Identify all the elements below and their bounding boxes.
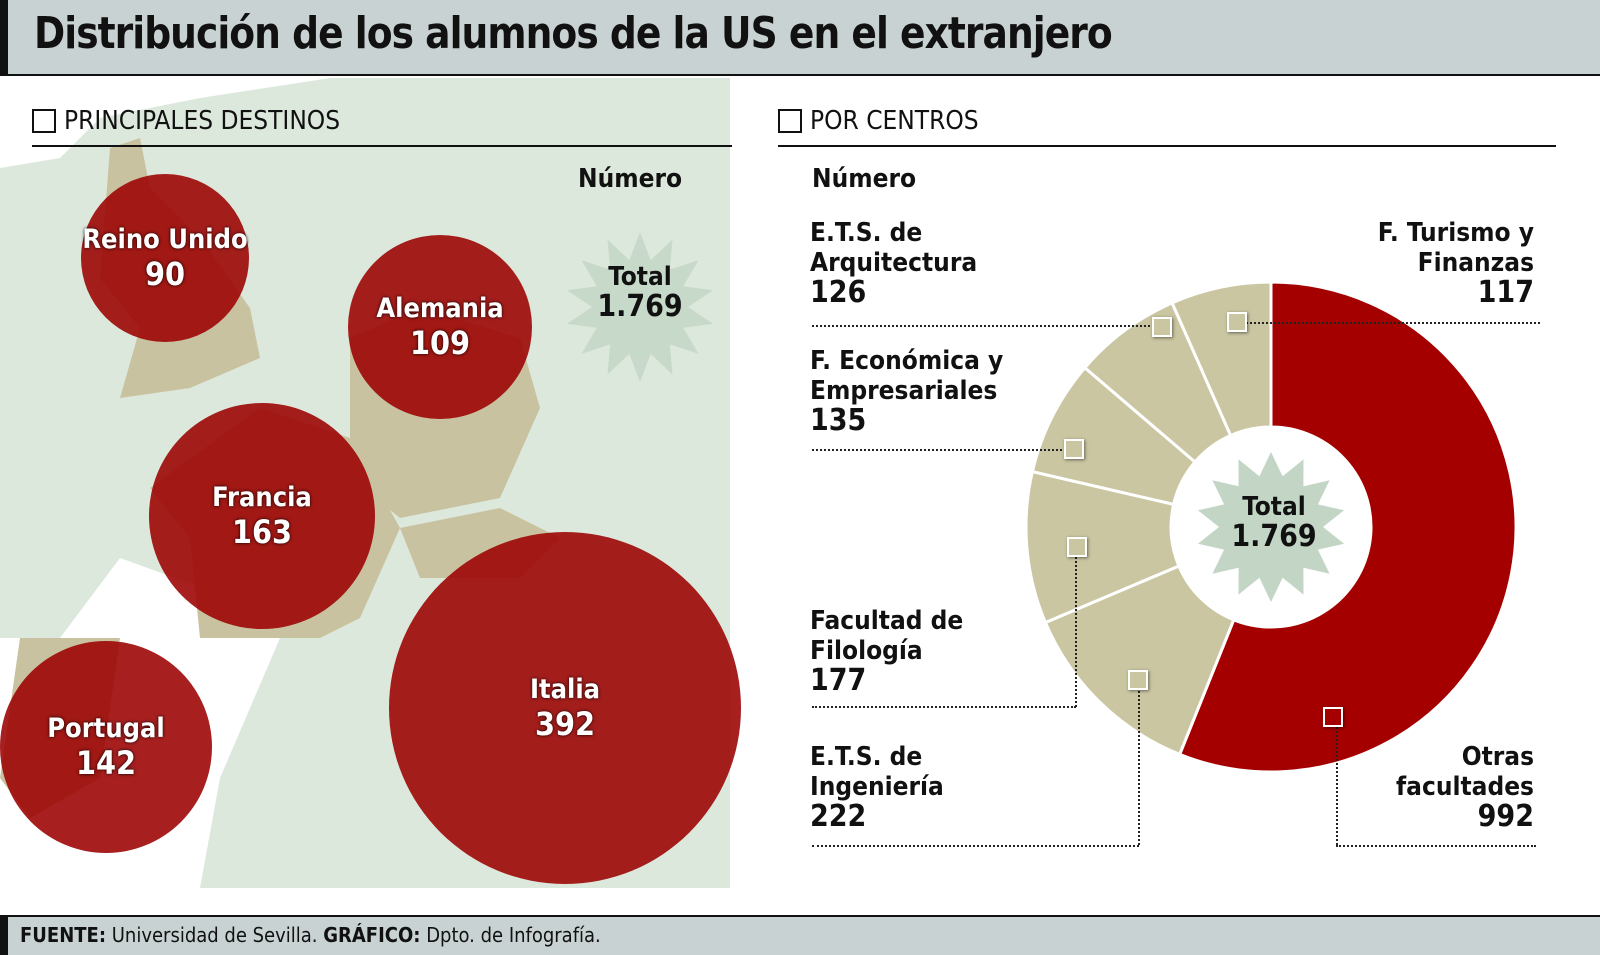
slice-value: 135: [810, 403, 867, 438]
section-centros: POR CENTROS: [778, 106, 979, 136]
slice-label: E.T.S. de Arquitectura: [810, 218, 978, 278]
bubble-label: Portugal: [47, 712, 165, 744]
footer: FUENTE: Universidad de Sevilla. GRÁFICO:…: [0, 915, 1600, 955]
slice-marker: [1323, 707, 1343, 727]
slice-value: 177: [810, 663, 867, 698]
bubble-italia: Italia 392: [389, 532, 741, 884]
total-value: 1.769: [1231, 519, 1317, 554]
leader-line: [1336, 720, 1338, 845]
label-otras: Otras facultades 992: [1380, 742, 1534, 832]
section-destinos: PRINCIPALES DESTINOS: [32, 106, 340, 136]
label-turismo: F. Turismo y Finanzas 117: [1360, 218, 1534, 308]
leader-line: [1237, 322, 1540, 324]
label-arquitectura: E.T.S. de Arquitectura 126: [810, 218, 1010, 308]
leader-line: [1138, 683, 1140, 845]
slice-label: F. Económica y Empresariales: [810, 346, 1004, 406]
bubble-value: 90: [144, 254, 186, 293]
leader-line: [1075, 550, 1077, 707]
divider: [778, 145, 1556, 147]
label-economica: F. Económica y Empresariales 135: [810, 346, 1050, 436]
square-icon: [32, 109, 56, 133]
slice-marker: [1064, 439, 1084, 459]
graphic-text: Dpto. de Infografía.: [426, 923, 601, 947]
total-starburst: [1197, 452, 1345, 602]
bubble-alemania: Alemania 109: [348, 235, 532, 419]
pie-slice-0: [1177, 280, 1518, 774]
slice-value: 117: [1477, 275, 1534, 310]
leader-line: [812, 325, 1162, 327]
slice-value: 992: [1477, 799, 1534, 834]
unit-label: Número: [812, 164, 917, 194]
bubble-value: 142: [75, 743, 137, 782]
bubble-label: Francia: [212, 481, 312, 513]
leader-line: [1336, 845, 1536, 847]
source-label: FUENTE:: [20, 923, 107, 947]
total-value: 1.769: [597, 289, 683, 324]
slice-marker: [1227, 312, 1247, 332]
slice-label: E.T.S. de Ingeniería: [810, 742, 944, 802]
slice-value: 126: [810, 275, 867, 310]
label-filologia: Facultad de Filología 177: [810, 606, 1000, 696]
section-title: PRINCIPALES DESTINOS: [64, 106, 341, 136]
leader-line: [812, 449, 1074, 451]
bubble-label: Italia: [529, 673, 601, 705]
bubble-label: Reino Unido: [82, 223, 248, 255]
page-title: Distribución de los alumnos de la US en …: [34, 8, 1113, 59]
slice-label: F. Turismo y Finanzas: [1377, 218, 1534, 278]
bubble-francia: Francia 163: [149, 403, 375, 629]
slice-marker: [1152, 317, 1172, 337]
bubble-label: Alemania: [376, 292, 504, 324]
slice-label: Facultad de Filología: [810, 606, 964, 666]
slice-label: Otras facultades: [1396, 742, 1534, 802]
divider: [32, 145, 732, 147]
slice-marker: [1128, 670, 1148, 690]
leader-line: [812, 845, 1139, 847]
label-ingenieria: E.T.S. de Ingeniería 222: [810, 742, 980, 832]
donut-chart: [1024, 280, 1518, 774]
bubble-reino-unido: Reino Unido 90: [81, 174, 249, 342]
total-label: Total: [1242, 492, 1306, 522]
total-starburst: [566, 232, 714, 382]
map-total: Total 1.769: [560, 262, 720, 322]
bubble-value: 392: [534, 704, 596, 743]
bubble-portugal: Portugal 142: [0, 641, 212, 853]
bubble-value: 109: [409, 323, 471, 362]
unit-label: Número: [578, 164, 683, 194]
square-icon: [778, 109, 802, 133]
pie-total: Total 1.769: [1196, 492, 1352, 552]
title-bar: Distribución de los alumnos de la US en …: [0, 0, 1600, 76]
pie-slice-1: [1043, 564, 1236, 757]
total-label: Total: [608, 262, 672, 292]
section-title: POR CENTROS: [810, 106, 979, 136]
slice-marker: [1067, 537, 1087, 557]
bubble-value: 163: [231, 512, 293, 551]
leader-line: [812, 706, 1076, 708]
slice-value: 222: [810, 799, 867, 834]
graphic-label: GRÁFICO:: [323, 923, 421, 947]
source-text: Universidad de Sevilla.: [111, 923, 318, 947]
